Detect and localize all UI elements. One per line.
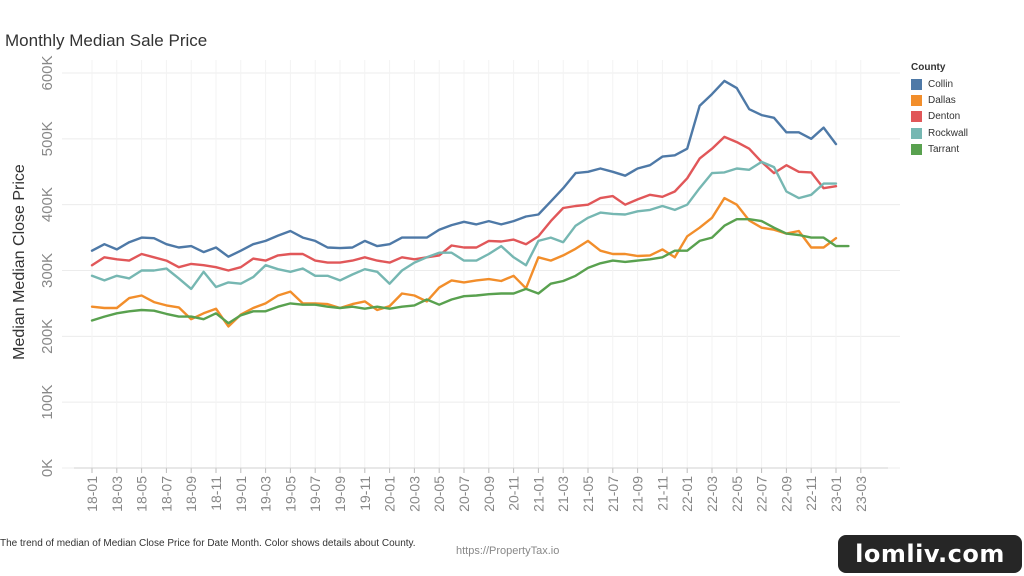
x-tick-label: 22-11 [803,476,819,511]
x-tick-label: 22-05 [729,476,745,512]
x-tick-label: 20-05 [431,476,447,512]
y-tick-label: 400K [39,187,56,222]
y-tick-label: 100K [39,385,56,420]
x-tick-label: 18-05 [134,476,150,512]
x-tick-label: 23-01 [828,476,844,512]
x-tick-label: 20-09 [481,476,497,512]
chart-title: Monthly Median Sale Price [5,31,208,50]
legend-item-collin[interactable]: Collin [911,76,968,92]
series-lines [90,79,850,328]
x-tick-label: 20-01 [382,476,398,512]
y-tick-label: 500K [39,121,56,156]
x-tick-label: 21-03 [555,476,571,512]
x-tick-label: 18-07 [158,476,174,512]
legend-swatch [911,127,922,139]
x-tick-label: 21-01 [530,476,546,512]
x-tick-label: 22-09 [778,476,794,512]
x-tick-label: 19-05 [282,476,298,512]
series-line-tarrant [90,218,850,325]
legend-swatch [911,78,922,90]
x-tick-label: 19-09 [332,476,348,512]
x-tick-label: 23-03 [853,476,869,512]
watermark-url: https://PropertyTax.io [456,545,560,557]
legend-item-rockwall[interactable]: Rockwall [911,125,968,141]
grid-lines [62,60,900,469]
legend-title: County [911,62,946,73]
x-tick-label: 18-11 [208,476,224,511]
x-tick-label: 18-01 [84,476,100,512]
legend-swatch [911,94,922,106]
site-badge[interactable]: lomliv.com [838,535,1022,573]
x-tick-label: 21-05 [580,476,596,512]
y-tick-label: 600K [39,55,56,90]
legend-swatch [911,111,922,123]
x-tick-label: 22-03 [704,476,720,512]
x-tick-label: 19-07 [307,476,323,512]
y-tick-label: 300K [39,253,56,288]
legend: County Collin Dallas Denton Rockwall Tarrant [911,62,968,157]
x-tick-label: 22-01 [679,476,695,512]
legend-item-denton[interactable]: Denton [911,109,968,125]
legend-item-tarrant[interactable]: Tarrant [911,141,968,157]
legend-label: Tarrant [928,143,960,155]
x-tick-label: 19-01 [233,476,249,512]
x-tick-label: 20-11 [506,476,522,511]
x-tick-label: 21-09 [630,476,646,512]
x-tick-label: 22-07 [754,476,770,512]
x-tick-label: 18-09 [183,476,199,512]
y-axis-label: Median Median Close Price [11,164,28,360]
legend-label: Rockwall [928,127,969,139]
x-tick-label: 20-03 [406,476,422,512]
legend-swatch [911,143,922,155]
y-tick-label: 200K [39,319,56,354]
x-tick-label: 19-03 [258,476,274,512]
x-tick-label: 20-07 [456,476,472,512]
series-line-denton [90,135,838,272]
x-tick-label: 21-07 [605,476,621,512]
legend-item-dallas[interactable]: Dallas [911,92,968,108]
x-tick-label: 18-03 [109,476,125,512]
legend-label: Denton [928,111,961,123]
legend-label: Collin [928,78,954,90]
series-line-dallas [90,196,838,328]
y-tick-label: 0K [39,459,56,477]
axes: 0K 100K 200K 300K 400K 500K 600K 18-01 18-03 18-0… [39,55,888,512]
chart-caption: The trend of median of Median Close Pric… [0,538,416,549]
series-line-collin [90,79,838,258]
x-tick-label: 19-11 [357,476,373,511]
series-line-rockwall [90,160,838,291]
x-tick-label: 21-11 [654,476,670,511]
legend-label: Dallas [928,94,956,106]
